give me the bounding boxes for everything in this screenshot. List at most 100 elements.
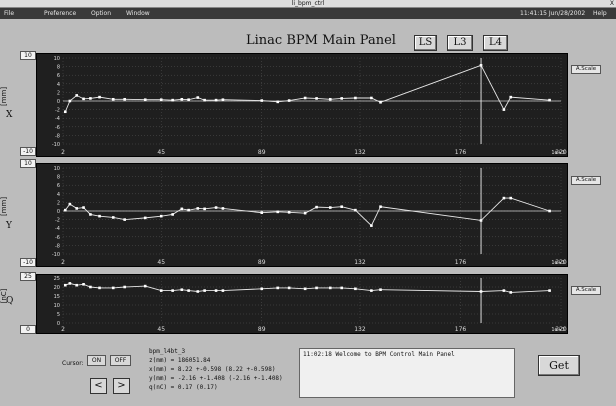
x-data-point xyxy=(328,97,332,101)
page-title: Linac BPM Main Panel xyxy=(246,33,396,48)
x-data-point xyxy=(180,97,184,101)
x-ytick-label: 10 xyxy=(54,56,60,62)
x-ymin-field[interactable]: -10 xyxy=(20,147,36,156)
x-xtick-label: 2 xyxy=(61,149,65,156)
y-series-line xyxy=(64,197,550,227)
x-plot[interactable]: 2 45 89 132 176 220 10 8 6 4 2 0 -2 -4 -6 -8 -10 1e+3 xyxy=(36,53,568,157)
y-ytick-label: -2 xyxy=(55,218,60,224)
y-ytick-label: 0 xyxy=(57,209,60,215)
get-button[interactable]: Get xyxy=(538,355,580,376)
x-data-point xyxy=(68,99,72,103)
x-axis-name: X xyxy=(6,110,13,120)
bpm-x-value: x(mm) = 8.22 +-0.598 (8.22 +-0.598) xyxy=(149,366,276,373)
menu-window[interactable]: Window xyxy=(126,10,150,17)
y-ytick-label: -4 xyxy=(55,226,60,232)
q-xtick-label: 89 xyxy=(258,326,266,333)
q-data-point xyxy=(180,288,184,291)
x-data-point xyxy=(123,97,126,101)
x-data-point xyxy=(98,95,101,99)
x-ascale-button[interactable]: A.Scale xyxy=(571,65,601,74)
q-data-point xyxy=(315,286,318,290)
next-bpm-button[interactable]: > xyxy=(113,378,130,394)
q-plot-canvas: 2 45 89 132 176 220 25 20 15 10 5 0 1e+3 xyxy=(54,276,567,333)
x-ytick-label: -6 xyxy=(55,125,60,131)
q-data-point xyxy=(370,289,373,292)
x-ymax-field[interactable]: 10 xyxy=(20,51,36,60)
menu-help[interactable]: Help xyxy=(593,10,607,17)
x-ytick-label: 0 xyxy=(57,99,60,105)
q-data-point xyxy=(260,287,264,291)
q-data-point xyxy=(276,286,280,290)
l3-button[interactable]: L3 xyxy=(447,35,473,51)
x-ytick-label: 4 xyxy=(57,82,60,88)
q-ascale-button[interactable]: A.Scale xyxy=(571,286,601,295)
q-data-point xyxy=(196,290,200,293)
q-axis-name: Q xyxy=(6,296,14,306)
y-plot[interactable]: 2 45 89 132 176 220 10 8 6 4 2 0 -2 -4 -6 -8 -10 1e+3 xyxy=(36,163,568,267)
cursor-on-button[interactable]: ON xyxy=(87,355,106,366)
y-ytick-label: -10 xyxy=(52,252,60,258)
cursor-off-button[interactable]: OFF xyxy=(110,355,131,366)
x-xtick-label: 45 xyxy=(157,149,165,156)
q-data-point xyxy=(287,286,291,290)
y-ytick-label: -6 xyxy=(55,235,60,241)
x-data-point xyxy=(82,97,85,101)
q-xtick-label: 220 xyxy=(555,326,567,333)
q-plot[interactable]: 2 45 89 132 176 220 25 20 15 10 5 0 1e+3 xyxy=(36,274,568,334)
l4-button[interactable]: L4 xyxy=(483,35,508,51)
menu-file[interactable]: File xyxy=(4,10,15,17)
y-xtick-label: 176 xyxy=(455,259,467,266)
q-xscale-label: 1e+3 xyxy=(551,327,565,333)
y-ytick-label: -8 xyxy=(55,243,60,249)
q-data-point xyxy=(509,291,513,294)
x-ytick-label: 6 xyxy=(57,73,60,79)
ls-button[interactable]: LS xyxy=(414,35,437,51)
q-data-point xyxy=(379,288,382,291)
x-ytick-label: -10 xyxy=(52,142,60,148)
y-data-point xyxy=(214,206,218,209)
x-data-point xyxy=(63,110,67,114)
y-data-point xyxy=(548,209,551,213)
x-data-point xyxy=(111,97,115,101)
close-icon[interactable]: X xyxy=(609,0,614,7)
q-ytick-label: 5 xyxy=(57,312,60,318)
q-ymax-field[interactable]: 25 xyxy=(20,272,36,281)
q-data-point xyxy=(303,287,307,291)
y-data-point xyxy=(509,196,513,200)
q-data-point xyxy=(82,283,85,286)
y-data-point xyxy=(315,205,318,209)
q-xtick-label: 45 xyxy=(157,326,165,333)
x-xtick-label: 220 xyxy=(555,149,567,156)
prev-bpm-button[interactable]: < xyxy=(90,378,107,394)
q-ymin-field[interactable]: 0 xyxy=(20,325,36,334)
y-xtick-label: 132 xyxy=(354,259,366,266)
q-data-point xyxy=(328,286,332,290)
menu-preference[interactable]: Preference xyxy=(44,10,77,17)
y-data-point xyxy=(370,224,373,227)
y-data-point xyxy=(143,216,147,220)
y-ymax-field[interactable]: 10 xyxy=(20,159,36,168)
menu-option[interactable]: Option xyxy=(91,10,112,17)
x-xscale-label: 1e+3 xyxy=(551,150,565,156)
bpm-y-value: y(mm) = -2.16 +-1.408 (-2.16 +-1.408) xyxy=(149,375,283,382)
x-data-point xyxy=(221,98,225,102)
bpm-name: bpm_l4bt_3 xyxy=(149,348,186,355)
y-ymin-field[interactable]: -10 xyxy=(20,258,36,267)
bpm-q-value: q(nC) = 0.17 (0.17) xyxy=(149,384,218,391)
y-ytick-label: 2 xyxy=(57,200,60,206)
x-series-line xyxy=(64,64,550,112)
x-data-point xyxy=(171,98,174,102)
q-data-point xyxy=(502,289,506,292)
y-plot-canvas: 2 45 89 132 176 220 10 8 6 4 2 0 -2 -4 -6 -8 -10 1e+3 xyxy=(52,166,567,266)
y-data-point xyxy=(340,205,343,208)
x-data-point xyxy=(287,99,291,102)
x-axis-unit: [mm] xyxy=(0,86,8,106)
y-ascale-button[interactable]: A.Scale xyxy=(571,176,601,185)
q-data-point xyxy=(171,289,174,292)
window-titlebar: li_bpm_ctrl X xyxy=(0,0,616,8)
q-xtick-label: 2 xyxy=(61,326,65,333)
q-data-point xyxy=(354,287,357,291)
x-data-point xyxy=(548,98,551,102)
y-xtick-label: 45 xyxy=(157,259,165,266)
y-data-point xyxy=(276,210,280,214)
